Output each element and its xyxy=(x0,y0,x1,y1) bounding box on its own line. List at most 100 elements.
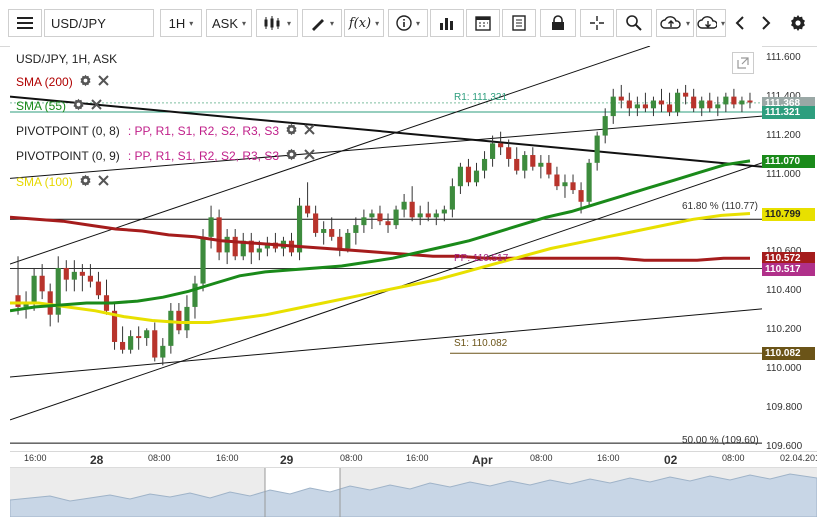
candle-body xyxy=(506,147,512,159)
support-line xyxy=(10,308,762,378)
crosshair-button[interactable] xyxy=(580,9,614,37)
candle-body xyxy=(562,182,568,187)
candle-body xyxy=(490,143,496,159)
close-icon[interactable] xyxy=(97,175,109,189)
time-tick-label: 16:00 xyxy=(597,453,620,463)
sma200-line xyxy=(10,215,750,262)
candle-body xyxy=(39,275,45,292)
candle-body xyxy=(441,209,447,214)
crosshair-icon xyxy=(590,16,604,30)
price-type-label: ASK xyxy=(211,15,238,31)
time-tick-label: Apr xyxy=(472,453,493,467)
fib-618-label: 61.80 % (110.77) xyxy=(682,201,758,212)
candle-body xyxy=(87,275,93,282)
price-tag: 110.572 xyxy=(762,251,815,265)
caret-down-icon: ▾ xyxy=(329,18,334,28)
gear-icon[interactable] xyxy=(79,74,92,90)
price-plot[interactable] xyxy=(10,46,762,451)
candle-body xyxy=(192,283,198,307)
chart-type-button[interactable]: ▾ xyxy=(256,9,298,37)
chart-area[interactable]: USD/JPY, 1H, ASK SMA (200) SMA (55) PIVO… xyxy=(10,46,762,451)
price-type-selector[interactable]: ASK ▾ xyxy=(206,9,252,37)
lock-button[interactable] xyxy=(540,9,576,37)
scroll-left-button[interactable] xyxy=(728,9,752,37)
candle-body xyxy=(184,306,190,331)
candle-body xyxy=(739,100,745,105)
candle-body xyxy=(425,213,431,218)
candle-body xyxy=(401,201,407,210)
resistance-line xyxy=(10,95,762,168)
download-button[interactable]: ▾ xyxy=(696,9,726,37)
price-tag: 110.082 xyxy=(762,347,815,361)
indicator-row-pivot8: PIVOTPOINT (0, 8) : PP, R1, S1, R2, S2, … xyxy=(16,123,315,139)
candle-body xyxy=(385,221,391,226)
price-tick-label: 110.400 xyxy=(766,285,802,297)
gear-icon[interactable] xyxy=(72,98,85,114)
popout-button[interactable] xyxy=(732,52,754,74)
caret-down-icon: ▾ xyxy=(415,18,420,28)
close-icon[interactable] xyxy=(91,99,102,113)
draw-tool-button[interactable]: ▾ xyxy=(302,9,342,37)
menu-button[interactable] xyxy=(8,9,42,37)
indicator-outputs: : PP, R1, S1, R2, S2, R3, S3 xyxy=(127,149,280,163)
gear-icon[interactable] xyxy=(285,123,298,139)
close-icon[interactable] xyxy=(304,124,315,138)
candle-body xyxy=(457,166,463,187)
gear-icon xyxy=(791,15,805,31)
time-axis[interactable]: 16:00 28 08:00 16:00 29 08:00 16:00 Apr 08:00 16:… xyxy=(10,451,817,467)
volume-button[interactable] xyxy=(430,9,464,37)
bar-chart-icon xyxy=(440,18,453,30)
candle-body xyxy=(602,116,608,136)
indicator-row-sma55: SMA (55) xyxy=(16,98,102,114)
candle-body xyxy=(144,330,150,339)
settings-button[interactable] xyxy=(784,9,812,37)
candle-body xyxy=(433,213,439,218)
candle-body xyxy=(224,236,230,253)
toolbar: USD/JPY 1H ▾ ASK ▾ ▾ ▾ f(x) ▾ ▾ ▾ ▾ xyxy=(0,0,817,47)
upload-icon xyxy=(660,16,681,29)
sma55-line xyxy=(10,159,751,313)
candle-body xyxy=(120,341,126,350)
candle-body xyxy=(626,100,632,109)
candle-body xyxy=(345,232,351,249)
candle-body xyxy=(128,336,134,350)
chevron-left-icon xyxy=(735,16,744,30)
candle-body xyxy=(747,100,753,103)
gear-icon[interactable] xyxy=(79,174,92,190)
indicator-label: PIVOTPOINT (0, 9) xyxy=(16,149,120,163)
candle-body xyxy=(369,213,375,218)
price-tick-label: 111.600 xyxy=(766,51,801,63)
price-tick-label: 111.000 xyxy=(766,168,801,180)
candle-body xyxy=(63,267,69,280)
function-icon: f(x) xyxy=(348,15,372,31)
candle-body xyxy=(321,229,327,233)
info-button[interactable]: ▾ xyxy=(388,9,428,37)
info-icon xyxy=(396,15,412,31)
candle-body xyxy=(409,201,415,218)
price-tick-label: 109.800 xyxy=(766,402,803,414)
close-icon[interactable] xyxy=(97,75,109,89)
timeframe-selector[interactable]: 1H ▾ xyxy=(160,9,202,37)
price-tick-label: 110.000 xyxy=(766,363,802,375)
candle-body xyxy=(683,92,689,97)
upload-button[interactable]: ▾ xyxy=(656,9,694,37)
time-tick-label: 08:00 xyxy=(148,453,171,463)
candle-body xyxy=(723,96,729,105)
indicators-button[interactable]: f(x) ▾ xyxy=(344,9,384,37)
candle-body xyxy=(618,96,624,101)
indicator-row-sma100: SMA (100) xyxy=(16,174,109,190)
candle-body xyxy=(248,240,254,253)
candle-body xyxy=(594,135,600,163)
navigator[interactable] xyxy=(10,467,817,517)
calendar-button[interactable] xyxy=(466,9,500,37)
pp-label: PP: 110.517 xyxy=(454,253,509,264)
scroll-right-button[interactable] xyxy=(754,9,778,37)
symbol-selector[interactable]: USD/JPY xyxy=(44,9,154,37)
report-button[interactable] xyxy=(502,9,536,37)
time-tick-label: 16:00 xyxy=(406,453,429,463)
gear-icon[interactable] xyxy=(285,148,298,164)
close-icon[interactable] xyxy=(304,149,315,163)
candle-body xyxy=(578,190,584,202)
zoom-button[interactable] xyxy=(616,9,652,37)
candle-body xyxy=(666,104,673,113)
